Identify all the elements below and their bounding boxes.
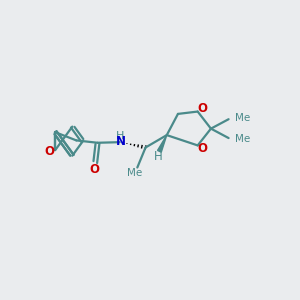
Text: N: N xyxy=(116,135,125,148)
Text: O: O xyxy=(44,145,54,158)
Text: O: O xyxy=(197,142,207,155)
Polygon shape xyxy=(158,135,167,152)
Text: O: O xyxy=(197,101,207,115)
Text: H: H xyxy=(116,131,125,141)
Text: O: O xyxy=(90,163,100,176)
Text: Me: Me xyxy=(235,113,250,123)
Text: H: H xyxy=(154,150,162,163)
Text: Me: Me xyxy=(127,168,142,178)
Text: Me: Me xyxy=(235,134,250,144)
